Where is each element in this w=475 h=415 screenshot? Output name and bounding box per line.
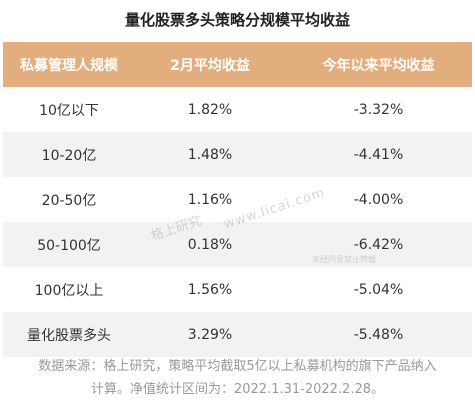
cell-ytd-return: -5.48%	[353, 326, 404, 343]
cell-scale: 10-20亿	[41, 147, 97, 164]
header-scale: 私募管理人规模	[20, 57, 118, 74]
cell-ytd-return: -4.00%	[353, 191, 404, 208]
cell-feb-return: 1.82%	[187, 101, 233, 118]
header-ytd-return: 今年以来平均收益	[322, 57, 435, 74]
table-row: 50-100亿 0.18% -6.42%	[3, 222, 472, 267]
returns-table: 私募管理人规模 2月平均收益 今年以来平均收益 10亿以下 1.82% -3.3…	[3, 42, 472, 357]
cell-feb-return: 1.48%	[187, 146, 233, 163]
table-row: 10亿以下 1.82% -3.32%	[3, 87, 472, 132]
cell-ytd-return: -4.41%	[353, 146, 404, 163]
table-header-row: 私募管理人规模 2月平均收益 今年以来平均收益	[3, 42, 472, 87]
table-row: 20-50亿 1.16% -4.00%	[3, 177, 472, 222]
header-feb-return: 2月平均收益	[170, 57, 250, 74]
cell-scale: 100亿以上	[34, 282, 104, 299]
cell-scale: 10亿以下	[39, 102, 99, 119]
table-row: 量化股票多头 3.29% -5.48%	[3, 312, 472, 357]
cell-feb-return: 1.56%	[187, 281, 233, 298]
cell-scale: 50-100亿	[37, 237, 101, 254]
table-row: 100亿以上 1.56% -5.04%	[3, 267, 472, 312]
cell-scale: 20-50亿	[41, 192, 97, 209]
source-note-line-2: 计算。净值统计区间为：2022.1.31-2022.2.28。	[90, 382, 384, 397]
cell-feb-return: 3.29%	[187, 326, 233, 343]
table-title: 量化股票多头策略分规模平均收益	[124, 11, 350, 29]
cell-ytd-return: -3.32%	[353, 101, 404, 118]
table-row: 10-20亿 1.48% -4.41%	[3, 132, 472, 177]
cell-ytd-return: -5.04%	[353, 281, 404, 298]
cell-feb-return: 0.18%	[187, 236, 233, 253]
source-note-line-1: 数据来源：格上研究，策略平均截取5亿以上私募机构的旗下产品纳入	[38, 359, 437, 374]
cell-scale: 量化股票多头	[27, 327, 111, 344]
source-note: 数据来源：格上研究，策略平均截取5亿以上私募机构的旗下产品纳入 计算。净值统计区…	[10, 355, 465, 401]
cell-feb-return: 1.16%	[187, 191, 233, 208]
cell-ytd-return: -6.42%	[353, 236, 404, 253]
